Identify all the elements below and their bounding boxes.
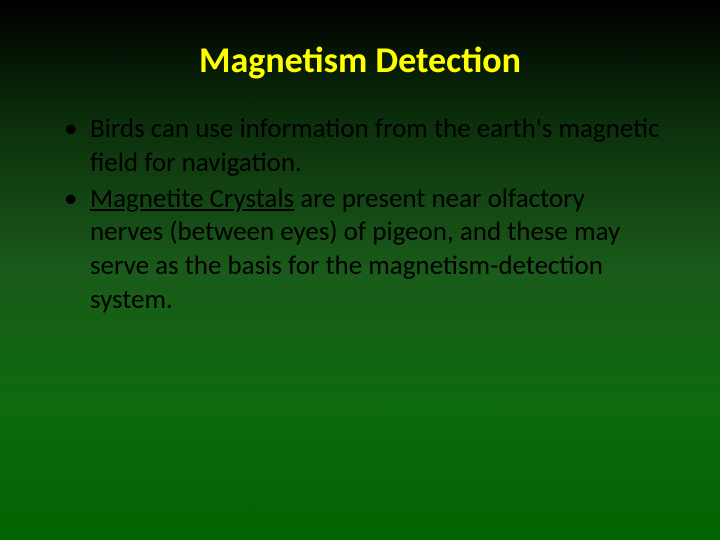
slide-title: Magnetism Detection [0,0,720,112]
list-item: Birds can use information from the earth… [60,112,660,180]
slide: Magnetism Detection Birds can use inform… [0,0,720,540]
bullet-list: Birds can use information from the earth… [60,112,660,317]
bullet-underlined-term: Magnetite Crystals [90,182,294,215]
slide-content: Birds can use information from the earth… [0,112,720,317]
bullet-text: Birds can use information from the earth… [90,112,660,179]
list-item: Magnetite Crystals are present near olfa… [60,182,660,317]
